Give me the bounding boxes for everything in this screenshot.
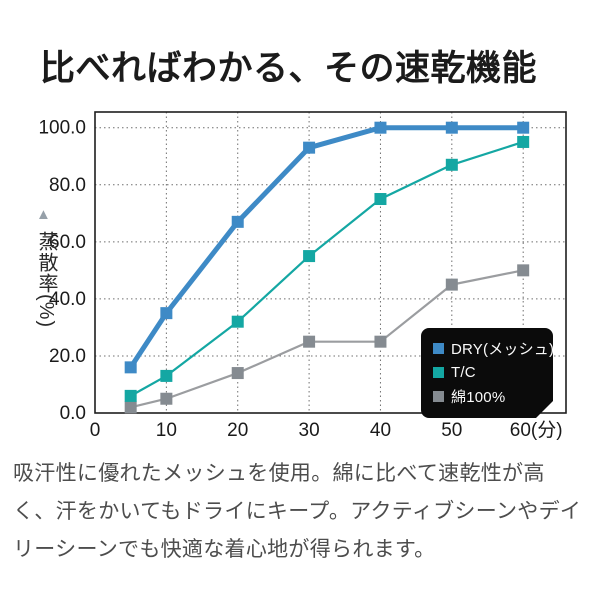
series-0-marker: [517, 121, 530, 134]
x-tick-label: 0: [90, 420, 101, 441]
tc-series-swatch-icon: [433, 367, 444, 378]
y-tick-label: 80.0: [49, 175, 86, 196]
x-tick-label: 50: [441, 420, 462, 441]
x-tick-label: 40: [370, 420, 391, 441]
series-2-marker: [303, 335, 316, 348]
cotton-series-swatch-icon: [433, 391, 444, 402]
description-line-2: く、汗をかいてもドライにキープ。アクティブシーンやデイ: [13, 500, 582, 523]
x-tick-label: 60(分): [510, 419, 563, 441]
series-1-marker: [160, 369, 173, 382]
description-line-1: 吸汗性に優れたメッシュを使用。綿に比べて速乾性が高: [13, 462, 545, 485]
series-1-marker: [445, 158, 458, 171]
x-tick-label: 10: [156, 420, 177, 441]
legend-item-dry: DRY(メッシュ): [433, 338, 545, 359]
series-1-marker: [374, 193, 387, 206]
series-0-marker: [124, 361, 137, 374]
description-line-3: リーシーンでも快適な着心地が得られます。: [13, 538, 436, 561]
series-0-marker: [231, 215, 244, 228]
x-tick-label: 30: [299, 420, 320, 441]
series-2-marker: [124, 401, 137, 414]
series-1-marker: [124, 389, 137, 402]
y-axis-triangle-icon: ▲: [36, 206, 51, 223]
y-tick-label: 40.0: [49, 289, 86, 310]
y-tick-label: 20.0: [49, 346, 86, 367]
series-1-marker: [517, 135, 530, 148]
series-2-marker: [374, 335, 387, 348]
series-0-marker: [160, 307, 173, 320]
legend-label-cotton: 綿100%: [451, 389, 506, 406]
series-2-marker: [517, 264, 530, 277]
x-tick-label: 20: [227, 420, 248, 441]
y-tick-label: 60.0: [49, 232, 86, 253]
plot-border: [94, 111, 567, 414]
legend-item-tc: T/C: [433, 364, 545, 381]
legend-label-tc: T/C: [451, 364, 476, 381]
series-0-marker: [445, 121, 458, 134]
y-axis-title: 蒸散率(%): [35, 231, 57, 329]
page-title: 比べればわかる、その速乾機能: [40, 49, 538, 88]
legend-label-dry: DRY(メッシュ): [451, 341, 555, 358]
series-1-marker: [303, 250, 316, 263]
chart-legend: DRY(メッシュ) T/C 綿100%: [421, 328, 553, 418]
y-tick-label: 100.0: [38, 118, 86, 139]
dry-series-swatch-icon: [433, 343, 444, 354]
y-tick-label: 0.0: [60, 403, 86, 424]
description-text: 吸汗性に優れたメッシュを使用。綿に比べて速乾性が高 く、汗をかいてもドライにキー…: [13, 455, 595, 569]
drying-rate-line-chart: 0.0 20.0 40.0 60.0 80.0 100.0 0 10 20 30 40 50 60(分): [38, 111, 567, 441]
series-0-marker: [374, 121, 387, 134]
series-0-marker: [303, 141, 316, 154]
legend-item-cotton: 綿100%: [433, 386, 545, 407]
series-2-marker: [445, 278, 458, 291]
series-2-marker: [231, 367, 244, 380]
series-2-marker: [160, 392, 173, 405]
series-1-marker: [231, 315, 244, 328]
